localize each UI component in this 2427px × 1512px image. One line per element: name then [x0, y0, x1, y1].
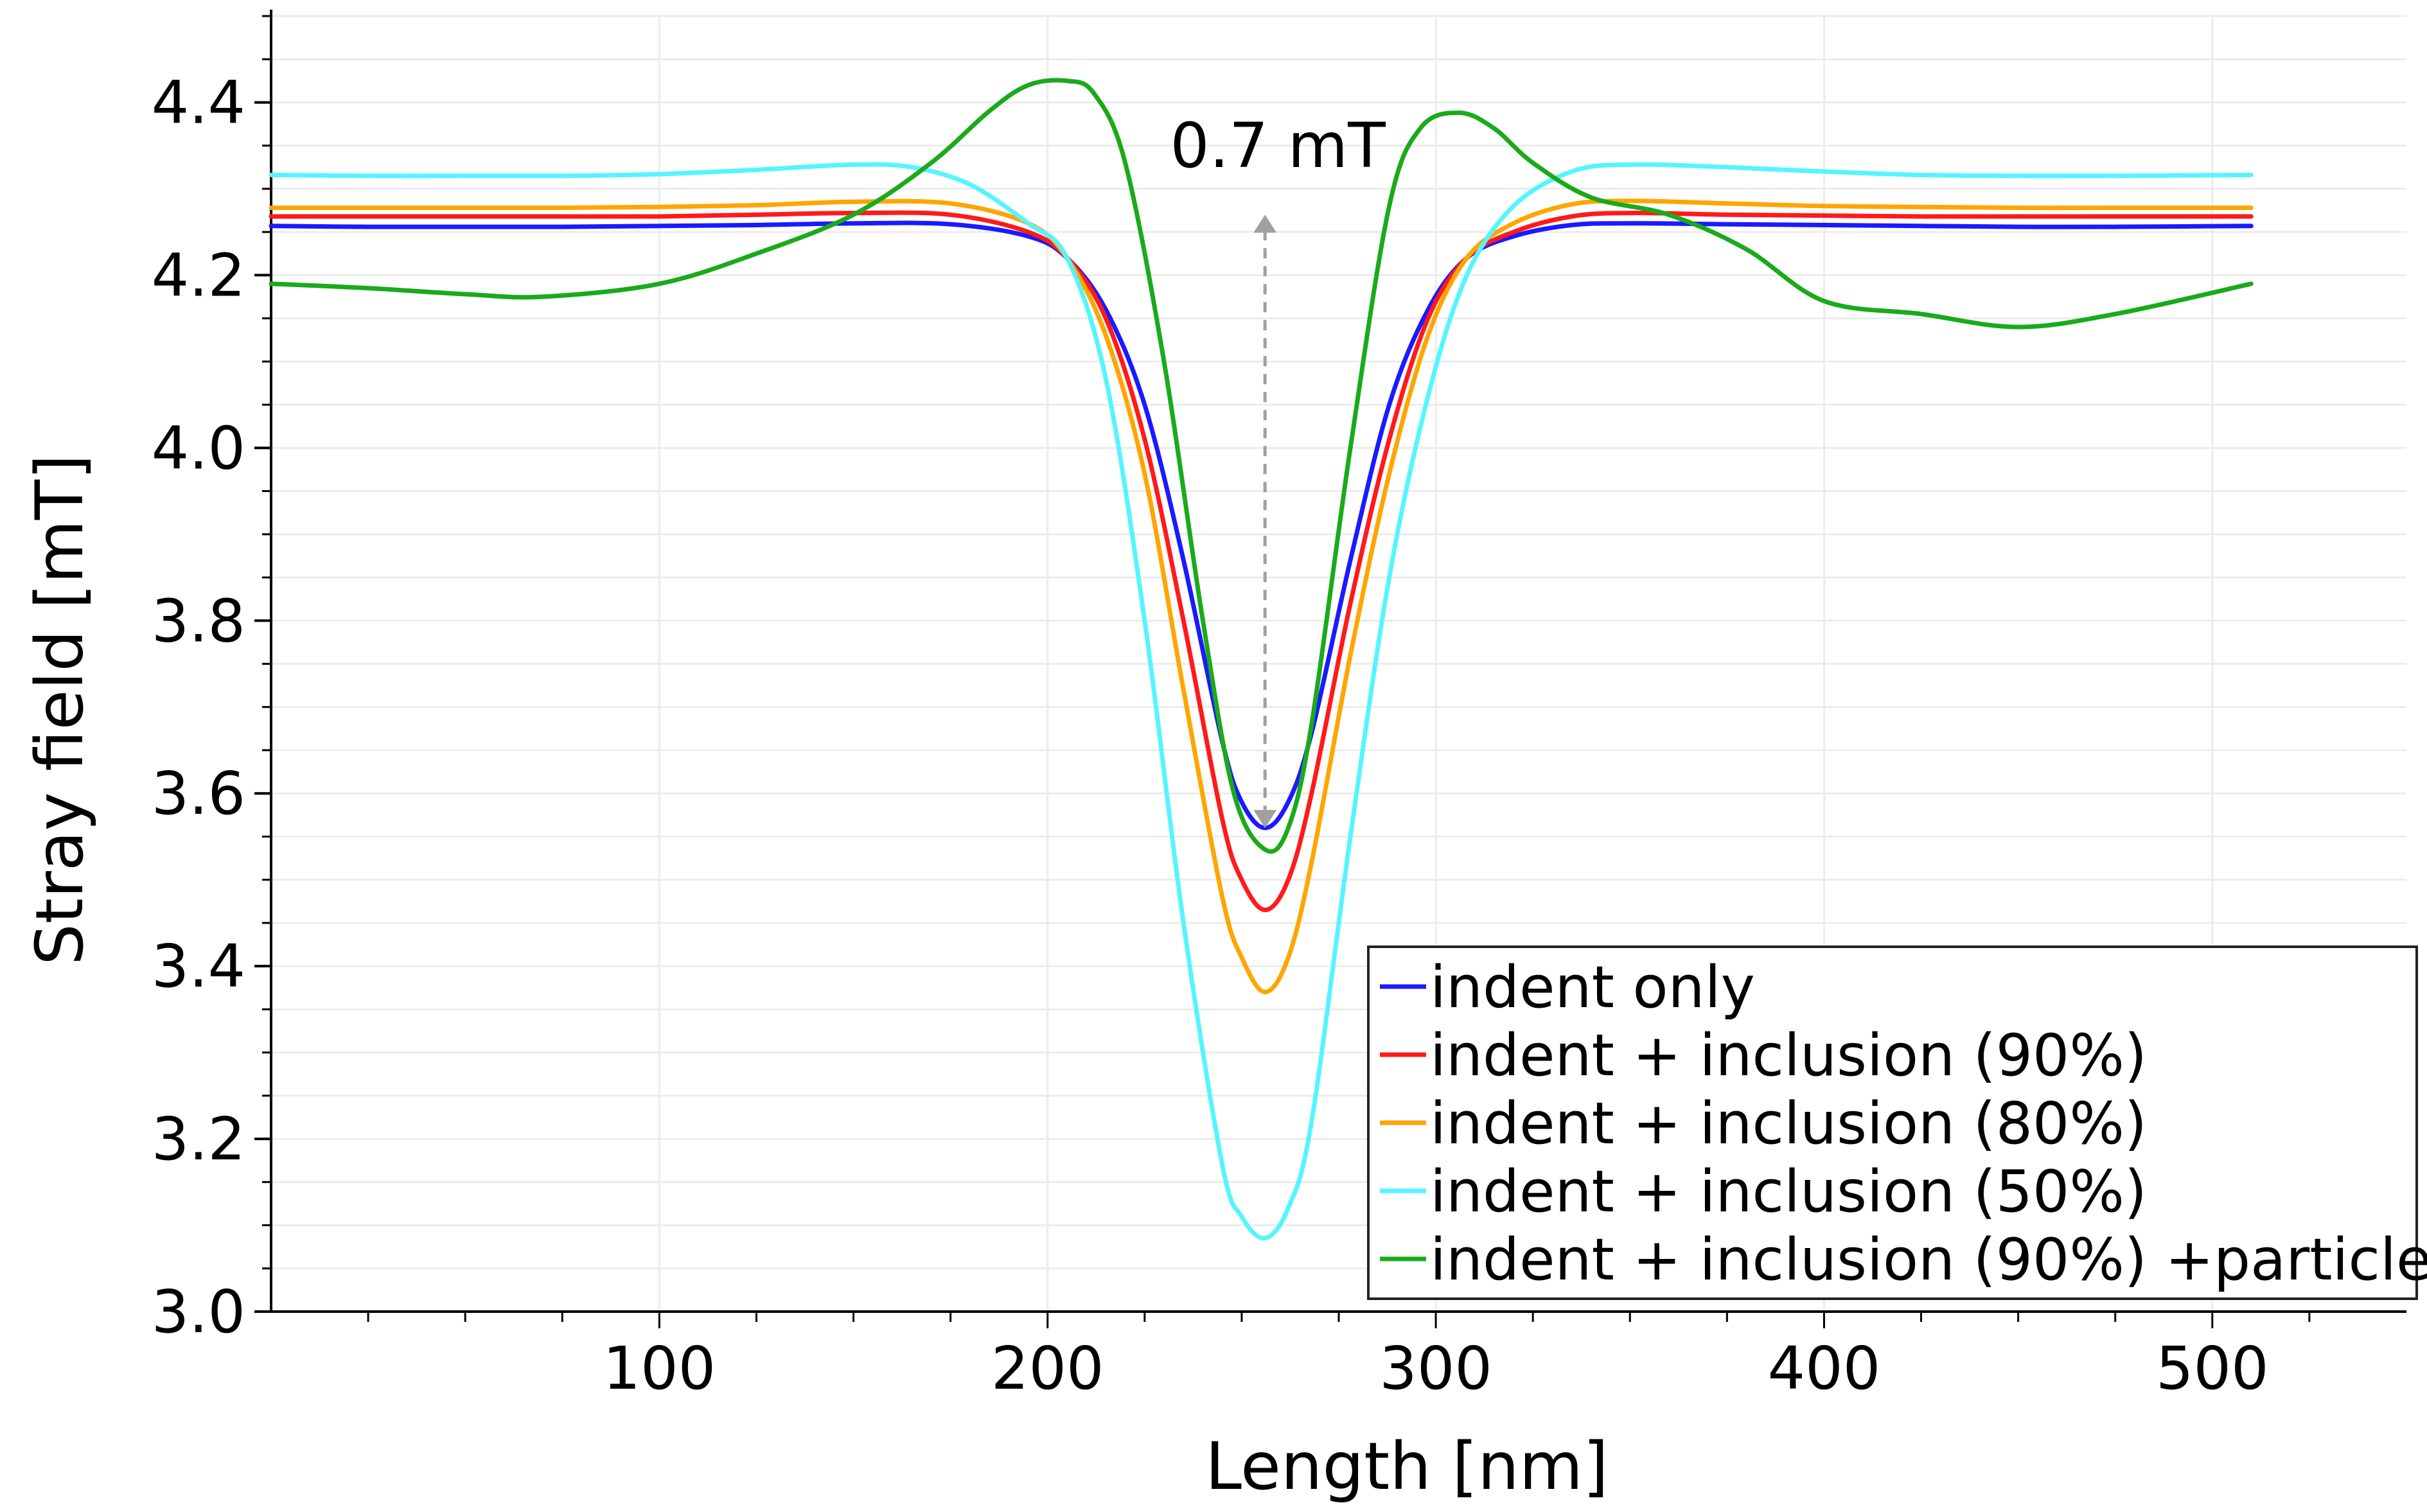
- legend-label: indent + inclusion (90%) +particles: [1430, 1226, 2427, 1294]
- series-line-0: [269, 220, 2254, 831]
- legend-label: indent + inclusion (90%): [1430, 1022, 2147, 1089]
- legend-label: indent only: [1430, 954, 1755, 1021]
- legend-item-2[interactable]: indent + inclusion (80%): [1380, 1090, 2147, 1157]
- y-tick-label: 4.0: [152, 414, 245, 482]
- y-tick-label: 4.4: [152, 68, 245, 137]
- x-axis-title: Length [nm]: [1205, 1428, 1609, 1505]
- x-tick-label: 400: [1768, 1334, 1881, 1403]
- x-tick-label: 100: [603, 1334, 716, 1403]
- difference-annotation: 0.7 mT: [1170, 110, 1386, 828]
- annotation-arrow-head-top: [1253, 215, 1277, 233]
- y-tick-label: 3.0: [152, 1278, 245, 1346]
- series-line-2: [269, 198, 2254, 994]
- x-tick-label: 300: [1379, 1334, 1492, 1403]
- y-tick-label: 3.8: [152, 586, 245, 655]
- legend-item-4[interactable]: indent + inclusion (90%) +particles: [1380, 1226, 2427, 1294]
- grid-lines: [271, 15, 2406, 1313]
- data-series: [269, 78, 2254, 1241]
- annotation-arrow-head-bottom: [1253, 809, 1277, 828]
- annotation-label: 0.7 mT: [1170, 110, 1386, 182]
- y-tick-label: 3.2: [152, 1105, 245, 1174]
- series-line-1: [269, 210, 2254, 913]
- y-tick-label: 3.4: [152, 932, 245, 1001]
- series-line-4: [269, 78, 2254, 854]
- legend-item-3[interactable]: indent + inclusion (50%): [1380, 1158, 2147, 1226]
- x-tick-label: 200: [991, 1334, 1104, 1403]
- axes: 3.0 3.2 3.4 3.6 3.8 4.0 4.2 4.4 100 200 300 400 500: [152, 10, 2406, 1403]
- y-tick-label: 4.2: [152, 241, 245, 310]
- legend-label: indent + inclusion (50%): [1430, 1158, 2147, 1226]
- x-tick-label: 500: [2156, 1334, 2269, 1403]
- legend-label: indent + inclusion (80%): [1430, 1090, 2147, 1157]
- series-line-3: [269, 162, 2254, 1241]
- legend-item-1[interactable]: indent + inclusion (90%): [1380, 1022, 2147, 1089]
- legend-box: [1367, 945, 2418, 1300]
- legend-item-0[interactable]: indent only: [1380, 954, 1755, 1021]
- y-axis-title: Stray field [mT]: [22, 454, 98, 965]
- y-tick-label: 3.6: [152, 759, 245, 828]
